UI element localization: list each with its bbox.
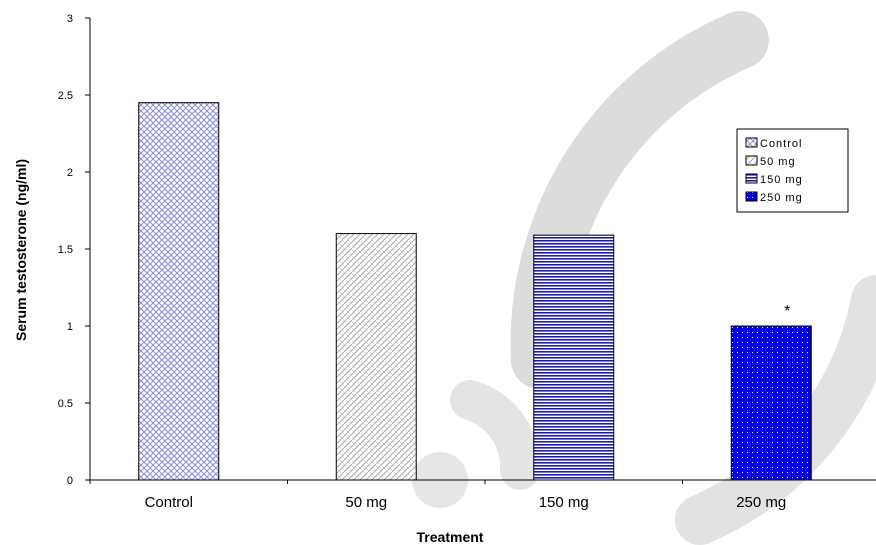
y-axis-title: Serum testosterone (ng/ml)	[13, 159, 29, 341]
y-tick-label: 0.5	[58, 398, 73, 410]
y-tick-label: 2	[67, 167, 73, 179]
category-label-150-mg: 150 mg	[539, 494, 589, 511]
bar-150-mg	[534, 235, 614, 480]
bar-control	[139, 103, 219, 480]
bar-250-mg	[731, 326, 811, 480]
y-tick-label: 1	[67, 321, 73, 333]
category-label-250-mg: 250 mg	[736, 494, 786, 511]
y-tick-label: 1.5	[58, 244, 73, 256]
legend-label-50-mg: 50 mg	[760, 156, 796, 168]
category-label-50-mg: 50 mg	[345, 494, 387, 511]
legend-label-control: Control	[760, 138, 802, 150]
y-tick-label: 3	[67, 13, 73, 25]
category-label-control: Control	[145, 494, 193, 511]
x-axis-title: Treatment	[417, 529, 484, 545]
legend-swatch-50-mg	[746, 156, 757, 165]
legend-label-250-mg: 250 mg	[760, 192, 803, 204]
significance-marker: *	[784, 303, 790, 320]
legend-swatch-250-mg	[746, 192, 757, 201]
y-tick-label: 2.5	[58, 90, 73, 102]
legend-swatch-control	[746, 138, 757, 147]
annotations: *	[784, 303, 790, 320]
y-ticks: 0 0.5 1 1.5 2 2.5 3	[58, 13, 90, 487]
legend: Control 50 mg 150 mg 250 mg	[737, 129, 848, 212]
legend-swatch-150-mg	[746, 174, 757, 183]
y-tick-label: 0	[67, 475, 73, 487]
bar-50-mg	[336, 234, 416, 480]
legend-label-150-mg: 150 mg	[760, 174, 803, 186]
